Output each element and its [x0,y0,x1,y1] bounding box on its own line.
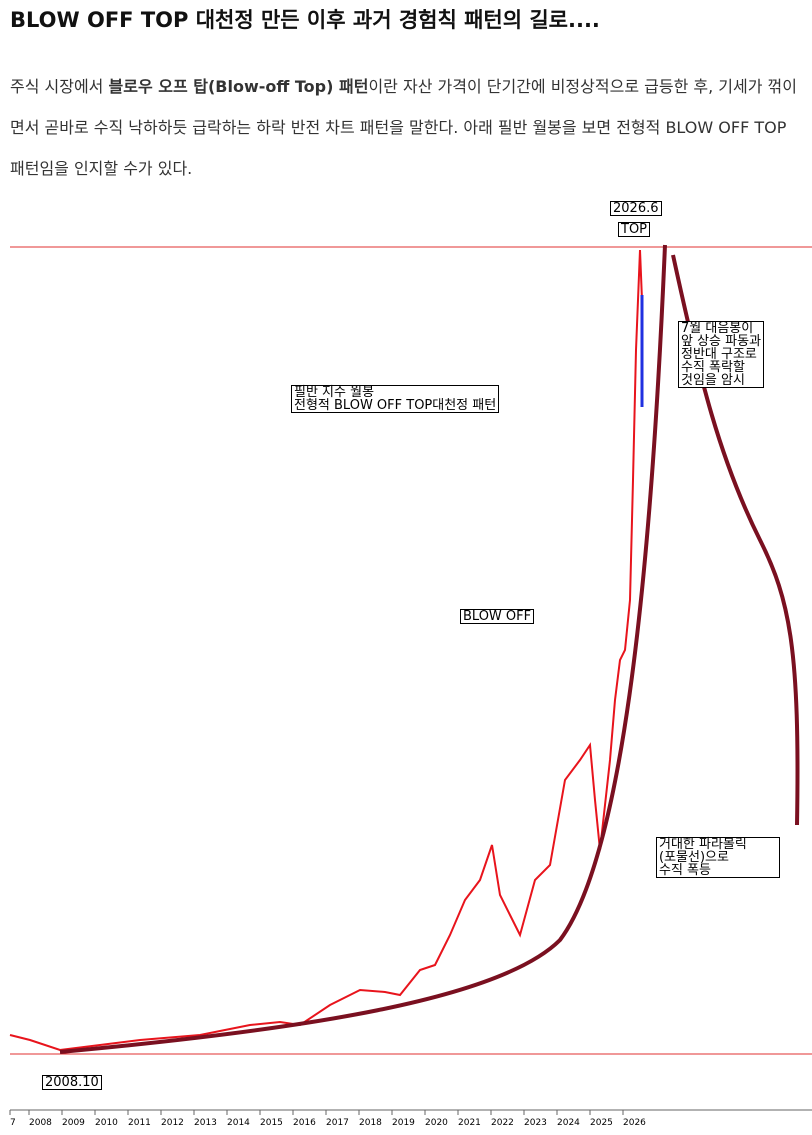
x-labels: 7 2008 2009 2010 2011 2012 2013 2014 2015 2016 201… [9,1110,646,1128]
annotation: BLOW OFF [460,609,535,624]
text: 주식 시장에서 [10,77,109,96]
x-label: 2011 [128,1118,151,1128]
annotation: TOP [618,222,651,237]
paragraph: 주식 시장에서 블로우 오프 탑(Blow-off Top) 패턴이란 자산 가… [10,66,800,189]
x-label: 2020 [425,1118,448,1128]
x-label: 2022 [491,1118,514,1128]
annotation-line: (포물선)으로 [659,850,729,865]
bold-text: 블로우 오프 탑(Blow-off Top) 패턴 [108,77,369,96]
annotation: 필반 지수 월봉 전형적 BLOW OFF TOP대천정 패턴 [291,385,500,413]
annotation-line: 수직 폭락할 [681,360,745,375]
annotation: 2008.10 [42,1075,102,1090]
x-label: 7 [10,1118,16,1128]
annotation-line: 정반대 구조로 [681,347,757,362]
x-label: 2008 [29,1118,52,1128]
text: 이란 자산 가격이 단기간에 비정상적으로 급등한 후, 기세가 꺾이면서 곧바… [10,77,797,178]
annotation: 7월 대음봉이 앞 상승 파동과 정반대 구조로 수직 폭락할 것임을 암시 [678,321,765,388]
annotation-line: 7월 대음봉이 [681,321,754,336]
x-label: 2010 [95,1118,118,1128]
x-label: 2015 [260,1118,283,1128]
x-label: 2024 [557,1118,580,1128]
annotation: 2026.6 [610,201,662,216]
annotation-line: 수직 폭등 [659,863,711,878]
x-label: 2016 [293,1118,316,1128]
price-line [9,249,643,1052]
x-label: 2012 [161,1118,184,1128]
annotation-line: 앞 상승 파동과 [681,334,762,349]
annotation: 거대한 파라볼릭 (포물선)으로 수직 폭등 [656,837,780,878]
x-label: 2009 [62,1118,85,1128]
x-label: 2025 [590,1118,613,1128]
x-label: 2018 [359,1118,382,1128]
annotation-line: 전형적 BLOW OFF TOP대천정 패턴 [294,398,497,413]
x-label: 2021 [458,1118,481,1128]
x-label: 2026 [623,1118,646,1128]
annotation-line: 필반 지수 월봉 [294,385,375,400]
x-label: 2023 [524,1118,547,1128]
x-label: 2013 [194,1118,217,1128]
annotation-line: 것임을 암시 [681,373,745,388]
x-label: 2017 [326,1118,349,1128]
title: BLOW OFF TOP 대천정 만든 이후 과거 경험칙 패턴의 길로.... [10,8,600,32]
x-label: 2014 [227,1118,250,1128]
x-label: 2019 [392,1118,415,1128]
annotation-line: 거대한 파라볼릭 [659,837,747,852]
parabola-curve [59,244,667,1054]
